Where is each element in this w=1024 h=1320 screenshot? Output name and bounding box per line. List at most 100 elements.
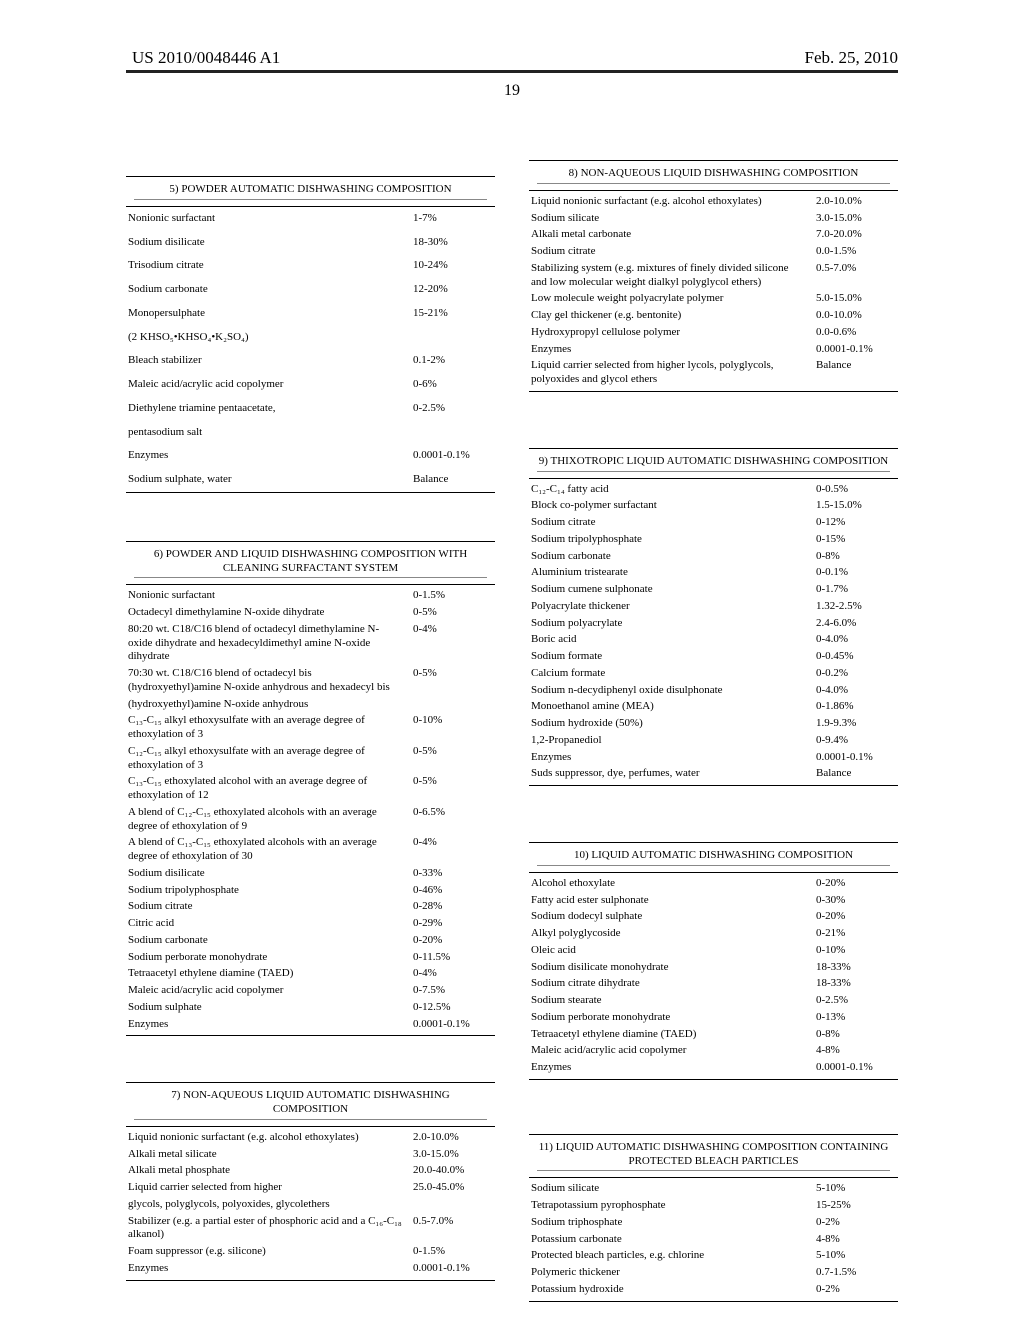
ingredient-name: Polyacrylate thickener	[529, 598, 808, 615]
ingredient-value: 2.0-10.0%	[808, 190, 898, 210]
publication-number: US 2010/0048446 A1	[132, 48, 280, 68]
table-row: Maleic acid/acrylic acid copolymer0-7.5%	[126, 983, 495, 1000]
ingredient-name: Sodium perborate monohydrate	[126, 949, 405, 966]
ingredient-name: Sodium tripolyphosphate	[126, 882, 405, 899]
table-row: Stabilizing system (e.g. mixtures of fin…	[529, 260, 898, 291]
table-row: Tetrapotassium pyrophosphate15-25%	[529, 1198, 898, 1215]
table-row: (hydroxyethyl)amine N-oxide anhydrous	[126, 696, 495, 713]
table-row: Sodium disilicate18-30%	[126, 231, 495, 255]
ingredient-value: 0-15%	[808, 531, 898, 548]
ingredient-name: Potassium hydroxide	[529, 1281, 808, 1301]
ingredient-name: Alkali metal silicate	[126, 1146, 405, 1163]
ingredient-name: Calcium formate	[529, 665, 808, 682]
ingredient-name: Polymeric thickener	[529, 1265, 808, 1282]
table-row: Sodium silicate3.0-15.0%	[529, 210, 898, 227]
table-row: Alkyl polyglycoside0-21%	[529, 926, 898, 943]
ingredient-value: 0.0001-0.1%	[808, 1060, 898, 1080]
ingredient-value: 0-1.5%	[405, 1244, 495, 1261]
ingredient-name: Diethylene triamine pentaacetate,	[126, 397, 405, 421]
table-row: Sodium dodecyl sulphate0-20%	[529, 909, 898, 926]
ingredient-name: Enzymes	[126, 444, 405, 468]
table-row: Sodium carbonate12-20%	[126, 278, 495, 302]
table-row: 70:30 wt. C18/C16 blend of octadecyl bis…	[126, 666, 495, 697]
ingredient-name: Octadecyl dimethylamine N-oxide dihydrat…	[126, 605, 405, 622]
ingredient-name: Sodium n-decydiphenyl oxide disulphonate	[529, 682, 808, 699]
ingredient-name: Sodium disilicate	[126, 865, 405, 882]
ingredient-value: 0-11.5%	[405, 949, 495, 966]
table-caption: 8) NON-AQUEOUS LIQUID DISHWASHING COMPOS…	[529, 160, 898, 190]
ingredient-name: Liquid carrier selected from higher	[126, 1180, 405, 1197]
table-row: A blend of C₁₃-C₁₅ ethoxylated alcohols …	[126, 835, 495, 866]
table-row: Sodium disilicate0-33%	[126, 865, 495, 882]
table-row: Sodium disilicate monohydrate18-33%	[529, 959, 898, 976]
table-row: Oleic acid0-10%	[529, 942, 898, 959]
ingredient-value: 0.5-7.0%	[808, 260, 898, 291]
ingredient-value: 0-12%	[808, 515, 898, 532]
ingredient-value: 0-5%	[405, 605, 495, 622]
table-row: Liquid carrier selected from higher lyco…	[529, 358, 898, 392]
ingredient-value: Balance	[808, 766, 898, 786]
ingredient-name: Trisodium citrate	[126, 254, 405, 278]
ingredient-name: Enzymes	[126, 1016, 405, 1036]
table-row: Sodium citrate0.0-1.5%	[529, 244, 898, 261]
ingredient-value: 15-21%	[405, 302, 495, 326]
table-row: Sodium perborate monohydrate0-11.5%	[126, 949, 495, 966]
ingredient-name: Liquid carrier selected from higher lyco…	[529, 358, 808, 392]
table-row: Monoethanol amine (MEA)0-1.86%	[529, 699, 898, 716]
ingredient-name: Sodium disilicate	[126, 231, 405, 255]
ingredient-value: 0-4%	[405, 835, 495, 866]
table-row: Alkali metal carbonate7.0-20.0%	[529, 227, 898, 244]
table-row: Sodium sulphate, waterBalance	[126, 468, 495, 492]
ingredient-name: (2 KHSO₅•KHSO₄•K₂SO₄)	[126, 326, 405, 350]
table-row: Calcium formate0-0.2%	[529, 665, 898, 682]
table-row: Enzymes0.0001-0.1%	[126, 444, 495, 468]
table-row: C₁₂-C₁₅ alkyl ethoxysulfate with an aver…	[126, 743, 495, 774]
table-row: 1,2-Propanediol0-9.4%	[529, 732, 898, 749]
ingredient-value: 0.0001-0.1%	[808, 341, 898, 358]
left-column: 5) POWDER AUTOMATIC DISHWASHING COMPOSIT…	[126, 160, 495, 1280]
ingredient-value	[405, 696, 495, 713]
ingredient-value: 0-46%	[405, 882, 495, 899]
ingredient-value: 0-20%	[808, 872, 898, 892]
table-caption: 11) LIQUID AUTOMATIC DISHWASHING COMPOSI…	[529, 1134, 898, 1178]
ingredient-name: Low molecule weight polyacrylate polymer	[529, 291, 808, 308]
ingredient-value: 1.9-9.3%	[808, 716, 898, 733]
table-row: glycols, polyglycols, polyoxides, glycol…	[126, 1196, 495, 1213]
ingredient-name: Oleic acid	[529, 942, 808, 959]
table-body: Sodium silicate5-10%Tetrapotassium pyrop…	[529, 1178, 898, 1301]
table-row: Sodium triphosphate0-2%	[529, 1214, 898, 1231]
ingredient-name: 70:30 wt. C18/C16 blend of octadecyl bis…	[126, 666, 405, 697]
ingredient-name: Sodium dodecyl sulphate	[529, 909, 808, 926]
table-caption: 7) NON-AQUEOUS LIQUID AUTOMATIC DISHWASH…	[126, 1082, 495, 1126]
ingredient-value: 1.5-15.0%	[808, 498, 898, 515]
ingredient-name: Stabilizer (e.g. a partial ester of phos…	[126, 1213, 405, 1244]
ingredient-name: Aluminium tristearate	[529, 565, 808, 582]
ingredient-name: Nonionic surfactant	[126, 585, 405, 605]
ingredient-name: 1,2-Propanediol	[529, 732, 808, 749]
ingredient-name: Sodium triphosphate	[529, 1214, 808, 1231]
ingredient-value: 3.0-15.0%	[808, 210, 898, 227]
ingredient-value: 0-4.0%	[808, 682, 898, 699]
ingredient-value: 0-6.5%	[405, 804, 495, 835]
ingredient-name: A blend of C₁₂-C₁₅ ethoxylated alcohols …	[126, 804, 405, 835]
ingredient-name: C₁₂-C₁₄ fatty acid	[529, 478, 808, 498]
ingredient-value: 0-12.5%	[405, 999, 495, 1016]
ingredient-value	[405, 326, 495, 350]
ingredient-value: 2.4-6.0%	[808, 615, 898, 632]
ingredient-name: Clay gel thickener (e.g. bentonite)	[529, 308, 808, 325]
ingredient-name: Protected bleach particles, e.g. chlorin…	[529, 1248, 808, 1265]
table-row: Sodium perborate monohydrate0-13%	[529, 1009, 898, 1026]
ingredient-name: Tetrapotassium pyrophosphate	[529, 1198, 808, 1215]
ingredient-value: 4-8%	[808, 1043, 898, 1060]
ingredient-name: Sodium formate	[529, 649, 808, 666]
ingredient-name: Maleic acid/acrylic acid copolymer	[126, 983, 405, 1000]
ingredient-value: 0.0001-0.1%	[405, 444, 495, 468]
ingredient-value: 0-29%	[405, 916, 495, 933]
ingredient-value: 0.0-0.6%	[808, 324, 898, 341]
table-row: Enzymes0.0001-0.1%	[529, 749, 898, 766]
ingredient-value: 1.32-2.5%	[808, 598, 898, 615]
table-row: Protected bleach particles, e.g. chlorin…	[529, 1248, 898, 1265]
table-row: Citric acid0-29%	[126, 916, 495, 933]
table-body: Alcohol ethoxylate0-20%Fatty acid ester …	[529, 872, 898, 1079]
table-body: Liquid nonionic surfactant (e.g. alcohol…	[529, 190, 898, 391]
